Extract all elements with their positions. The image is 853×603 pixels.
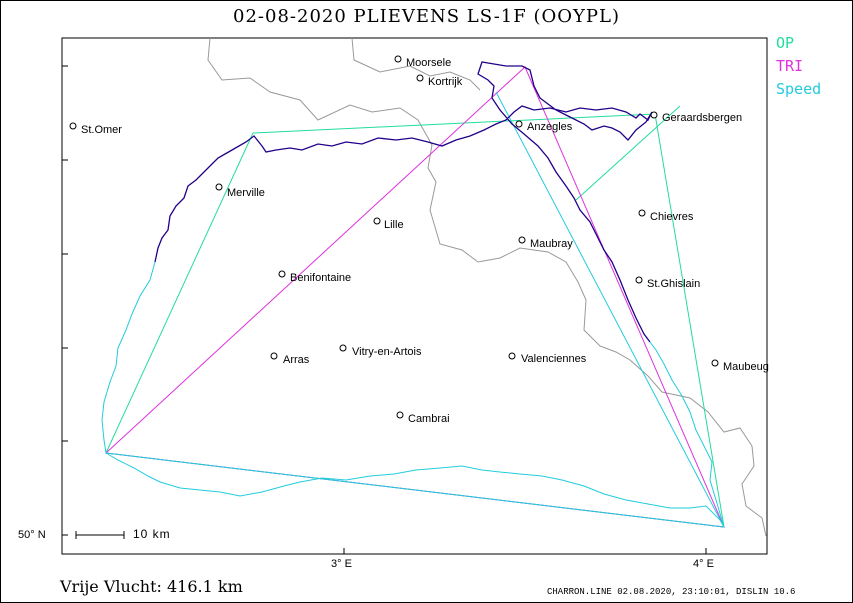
lon-ticks	[343, 548, 707, 554]
plot-border	[61, 37, 768, 555]
legend-speed: Speed	[776, 80, 822, 98]
town-benifontaine: Benifontaine	[290, 272, 352, 284]
flight-track-south	[101, 261, 725, 528]
town-geraardsbergen: Geraardsbergen	[662, 112, 743, 124]
town-st-ghislain: St.Ghislain	[647, 278, 701, 290]
town-kortrijk: Kortrijk	[428, 76, 463, 88]
town-merville: Merville	[227, 187, 265, 199]
distance-label: Vrije Vlucht: 416.1 km	[60, 577, 243, 596]
speed-lines	[105, 91, 725, 528]
country-border	[207, 37, 767, 537]
legend-op: OP	[776, 34, 795, 52]
flight-track-north	[154, 61, 653, 343]
town-lille: Lille	[384, 219, 404, 231]
town-markers	[69, 55, 719, 419]
scale-bar	[75, 531, 125, 539]
lon-tick-4e: 4° E	[693, 558, 714, 570]
town-cambrai: Cambrai	[408, 413, 450, 425]
scale-label: 10 km	[133, 527, 171, 541]
town-chievres: Chievres	[650, 211, 694, 223]
town-vitry-en-artois: Vitry-en-Artois	[352, 346, 422, 358]
town-maubray: Maubray	[530, 238, 573, 250]
town-st-omer: St.Omer	[81, 124, 122, 136]
town-anzegles: Anzegles	[527, 121, 573, 133]
lon-tick-3e: 3° E	[331, 558, 352, 570]
town-valenciennes: Valenciennes	[521, 353, 587, 365]
legend-tri: TRI	[776, 57, 804, 75]
town-maubeug: Maubeug	[723, 361, 769, 373]
town-arras: Arras	[283, 354, 310, 366]
lat-label: 50° N	[18, 529, 46, 541]
credit-label: CHARRON.LINE 02.08.2020, 23:10:01, DISLI…	[547, 587, 796, 597]
lat-ticks	[62, 65, 68, 536]
town-moorsele: Moorsele	[406, 57, 452, 69]
map-title: 02-08-2020 PLIEVENS LS-1F (OOYPL)	[233, 6, 620, 27]
